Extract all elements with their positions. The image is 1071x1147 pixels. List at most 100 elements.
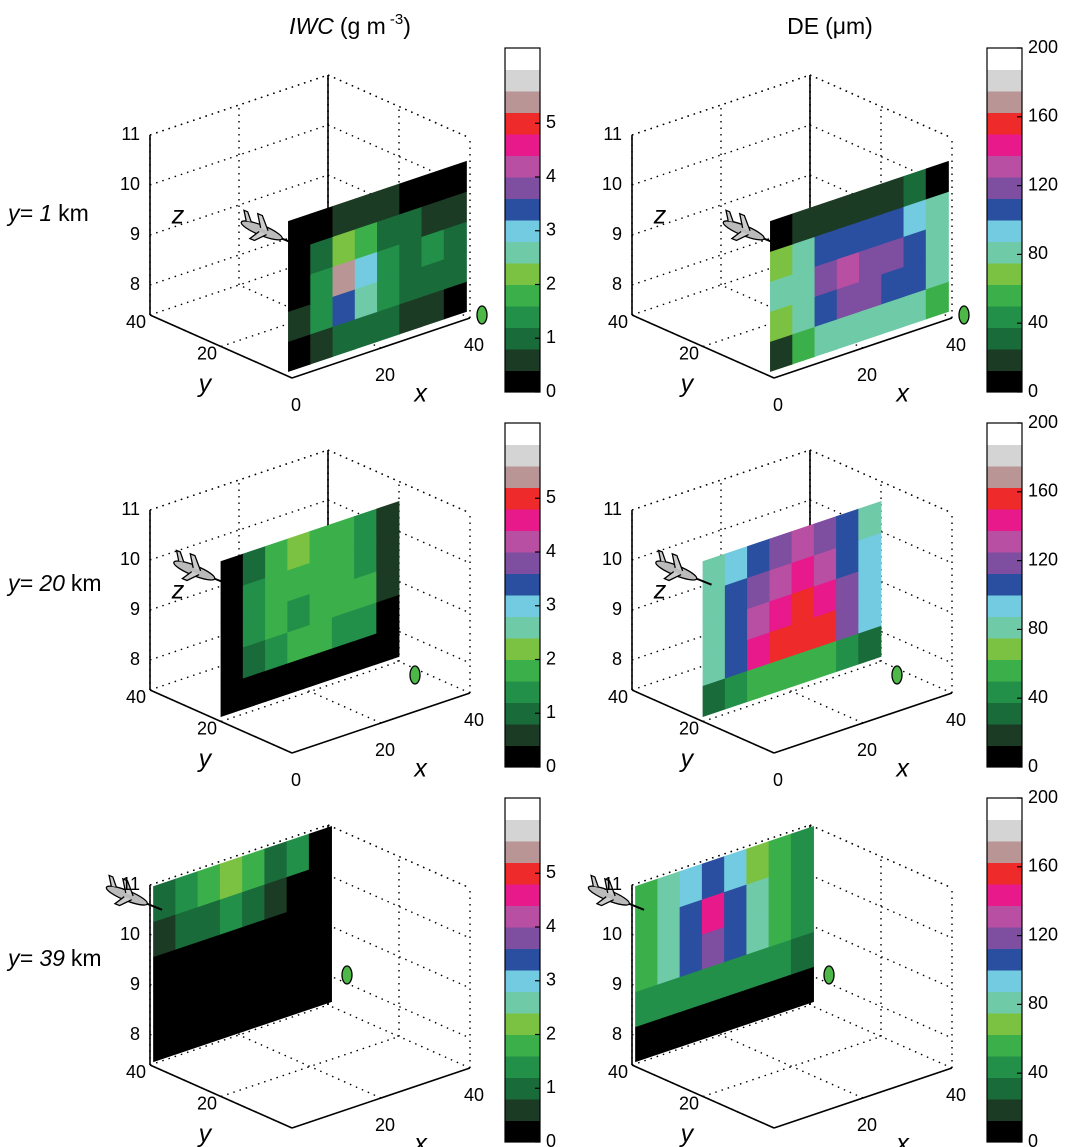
z-tick-label: 10 [602,924,622,944]
y-axis-label: y [197,370,213,398]
colorbar-band [505,423,540,445]
z-tick-label: 9 [130,224,140,244]
colorbar-band [987,488,1022,510]
footprint [892,666,902,684]
colorbar-tick-label: 4 [546,166,556,186]
colorbar-band [987,703,1022,725]
colorbar-band [505,906,540,928]
colorbar-band [505,1078,540,1100]
z-tick-label: 9 [612,599,622,619]
z-tick-label: 10 [602,549,622,569]
colorbar-band [505,595,540,617]
colorbar-band [505,574,540,596]
colorbar-band [987,906,1022,928]
y-axis-label: y [197,1120,213,1147]
x-axis-label: x [413,380,428,408]
slice-cell [680,864,702,907]
colorbar-band [987,285,1022,307]
colorbar-band [505,724,540,746]
colorbar-band [987,638,1022,660]
colorbar-tick-label: 120 [1028,924,1058,944]
colorbar-band [987,220,1022,242]
colorbar-band [505,220,540,242]
colorbar-band [987,113,1022,135]
y-tick-label: 20 [197,718,217,738]
colorbar-band [987,423,1022,445]
slice-cell [309,827,331,870]
grid-line [221,1037,399,1097]
colorbar-tick-label: 2 [546,648,556,668]
colorbar-band [505,371,540,393]
z-tick-label: 9 [612,974,622,994]
colorbar-tick-label: 40 [1028,687,1048,707]
z-tick-label: 8 [612,649,622,669]
colorbar-tick-label: 120 [1028,549,1058,569]
colorbar-tick-label: 3 [546,970,556,990]
z-tick-label: 9 [130,599,140,619]
slice-cell [154,879,176,922]
z-tick-label: 11 [121,499,140,519]
slice-cell [265,842,287,885]
colorbar-tick-label: 160 [1028,856,1058,876]
colorbar-band [505,156,540,178]
colorbar-band [987,552,1022,574]
colorbar-tick-label: 160 [1028,481,1058,501]
colorbar-band [987,349,1022,371]
colorbar-tick-label: 80 [1028,993,1048,1013]
colorbar-band [987,1121,1022,1143]
y-axis [150,1065,292,1128]
slice-cell [747,842,769,885]
row-label-unit: km [71,945,102,971]
colorbar-tick-label: 3 [546,595,556,615]
colorbar-tick-label: 0 [546,1131,556,1147]
row-label-name: y= 39 [6,945,65,971]
colorbar-band [987,91,1022,113]
colorbar-band [505,328,540,350]
colorbar-band [505,927,540,949]
z-tick-label: 11 [603,874,622,894]
footprint [959,306,969,324]
colorbar-band [505,91,540,113]
colorbar-band [987,970,1022,992]
panel: 020402040891011xyz012345 [120,423,556,790]
colorbar-band [505,70,540,92]
row-label: y= 39km [6,945,102,971]
colorbar-band [505,660,540,682]
panel: 020402040891011xyz04080120160200 [602,412,1058,790]
y-tick-label: 40 [608,687,628,707]
panel: 020402040891011xyz012345 [120,48,556,415]
colorbar-band [505,949,540,971]
footprint [410,666,420,684]
colorbar-band [987,681,1022,703]
colorbar-tick-label: 4 [546,541,556,561]
title-close: ) [403,13,411,39]
colorbar-tick-label: 0 [1028,381,1038,401]
colorbar-tick-label: 1 [546,1077,556,1097]
colorbar-band [987,242,1022,264]
slice-cell [791,827,813,870]
y-tick-label: 20 [679,718,699,738]
column-title: IWC(g m-3) [289,11,411,39]
y-axis [632,315,774,378]
row-label-name: y= 20 [6,570,65,596]
slice-cell [725,849,747,892]
y-axis-label: y [679,1120,695,1147]
z-tick-label: 11 [121,124,140,144]
y-axis-label: y [679,745,695,773]
colorbar-band [505,445,540,467]
colorbar-band [505,1013,540,1035]
title-exponent: -3 [390,11,403,28]
z-axis-label: z [653,577,667,605]
title-unit: (g m [340,13,386,39]
colorbar-band [987,199,1022,221]
y-axis [150,315,292,378]
colorbar-tick-label: 5 [546,487,556,507]
row-label: y= 20km [6,570,102,596]
y-tick-label: 40 [126,312,146,332]
colorbar-tick-label: 200 [1028,412,1058,432]
colorbar-tick-label: 80 [1028,243,1048,263]
grid-line [721,1035,863,1098]
y-tick-label: 40 [126,687,146,707]
x-tick-label: 20 [375,740,395,760]
